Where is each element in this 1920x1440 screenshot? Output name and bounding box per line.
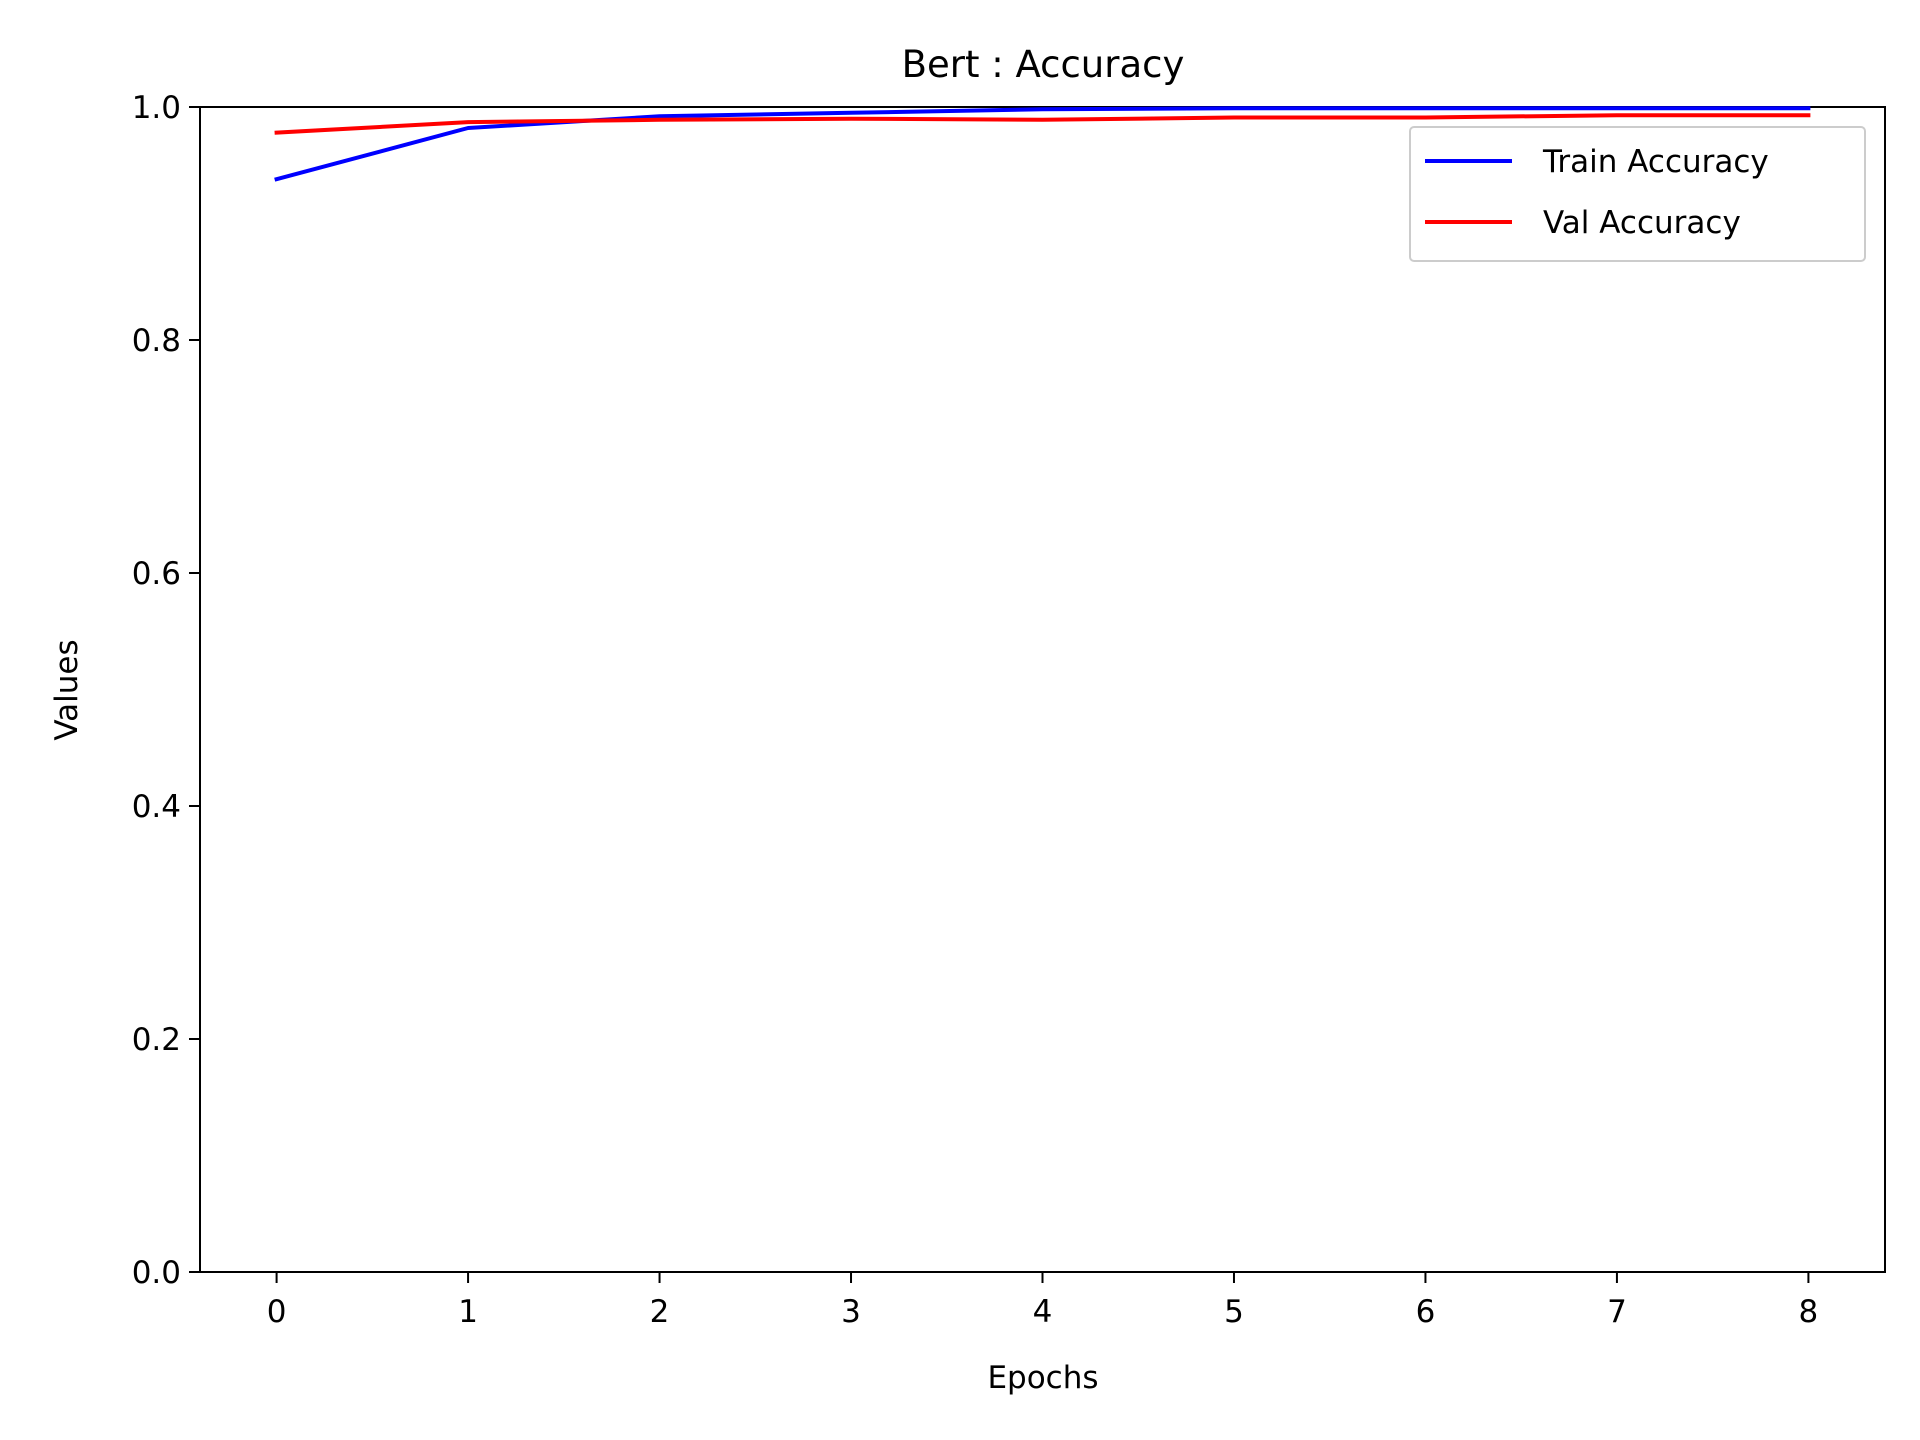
y-tick-label: 0.2 [132, 1022, 181, 1058]
x-tick-label: 6 [1416, 1294, 1436, 1330]
y-axis-label: Values [49, 639, 85, 740]
y-axis: 0.0 0.2 0.4 0.6 0.8 1.0 [132, 90, 200, 1291]
x-tick-label: 5 [1224, 1294, 1244, 1330]
y-tick-label: 0.8 [132, 323, 181, 359]
legend-label-train-accuracy: Train Accuracy [1542, 144, 1769, 180]
legend-box [1409, 126, 1866, 262]
series-line-train-accuracy [274, 106, 1811, 182]
x-axis-label: Epochs [987, 1360, 1098, 1396]
y-tick-label: 0.0 [132, 1255, 181, 1291]
y-tick-label: 1.0 [132, 90, 181, 126]
series-layer [274, 106, 1811, 182]
legend: Train Accuracy Val Accuracy [1409, 126, 1866, 262]
y-tick-label: 0.4 [132, 789, 181, 825]
y-tick-label: 0.6 [132, 556, 181, 592]
x-tick-label: 4 [1033, 1294, 1053, 1330]
x-tick-label: 1 [458, 1294, 478, 1330]
x-tick-label: 2 [650, 1294, 670, 1330]
series-line-val-accuracy [274, 113, 1811, 135]
x-axis: 0 1 2 3 4 5 6 7 8 [267, 1272, 1819, 1330]
x-tick-label: 0 [267, 1294, 287, 1330]
legend-label-val-accuracy: Val Accuracy [1543, 205, 1741, 241]
x-tick-label: 3 [841, 1294, 861, 1330]
x-tick-label: 7 [1607, 1294, 1627, 1330]
x-tick-label: 8 [1799, 1294, 1819, 1330]
chart-title: Bert : Accuracy [902, 43, 1185, 86]
